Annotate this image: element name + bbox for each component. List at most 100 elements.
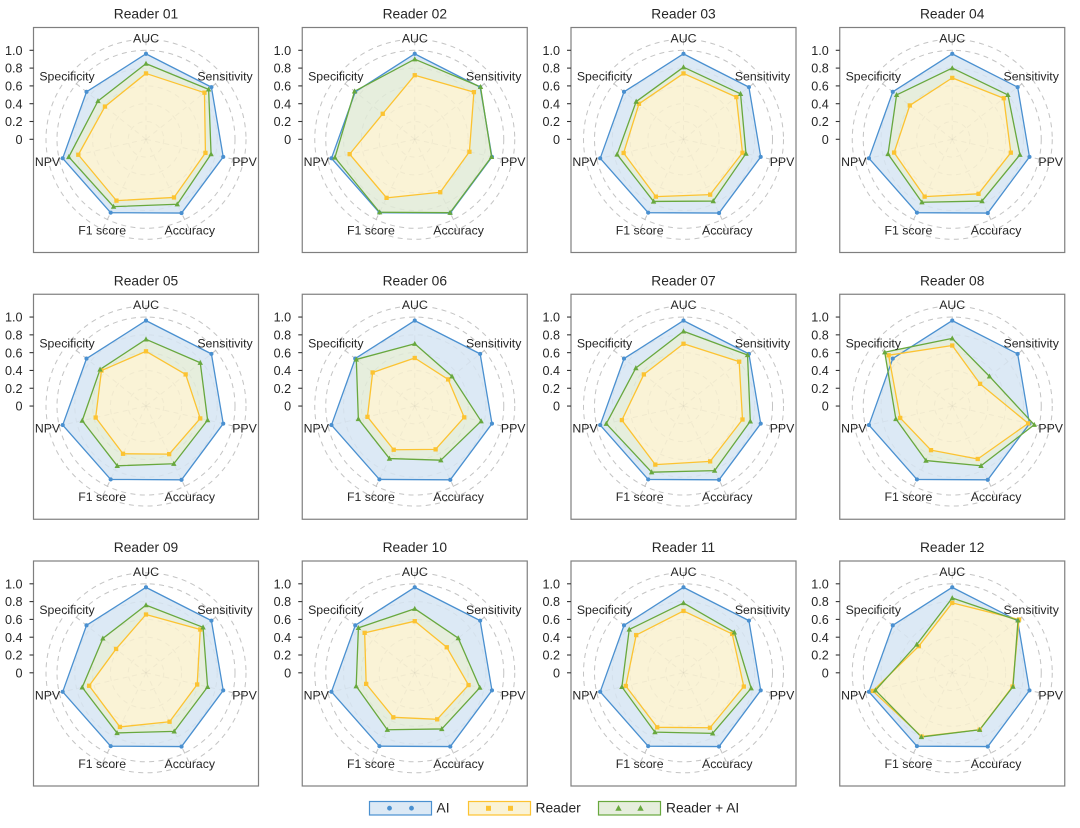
svg-text:Reader: Reader bbox=[536, 801, 582, 816]
svg-text:0.6: 0.6 bbox=[274, 613, 292, 627]
svg-text:0: 0 bbox=[553, 133, 560, 147]
svg-text:NPV: NPV bbox=[35, 155, 61, 169]
svg-text:0.6: 0.6 bbox=[274, 346, 292, 360]
svg-text:PPV: PPV bbox=[770, 155, 795, 169]
svg-text:AUC: AUC bbox=[671, 298, 697, 312]
svg-text:F1 score: F1 score bbox=[78, 224, 126, 238]
svg-text:Sensitivity: Sensitivity bbox=[197, 70, 253, 84]
svg-text:NPV: NPV bbox=[304, 422, 330, 436]
svg-text:F1 score: F1 score bbox=[347, 757, 395, 771]
svg-text:Reader 05: Reader 05 bbox=[114, 273, 179, 288]
svg-text:Reader 01: Reader 01 bbox=[114, 7, 178, 22]
svg-text:1.0: 1.0 bbox=[811, 44, 829, 58]
svg-text:0.2: 0.2 bbox=[542, 115, 560, 129]
svg-text:AUC: AUC bbox=[939, 298, 965, 312]
svg-text:0.2: 0.2 bbox=[542, 382, 560, 396]
svg-text:PPV: PPV bbox=[770, 422, 795, 436]
svg-text:0: 0 bbox=[553, 400, 560, 414]
svg-text:PPV: PPV bbox=[1038, 155, 1063, 169]
svg-text:0.2: 0.2 bbox=[274, 649, 292, 663]
svg-text:0.6: 0.6 bbox=[5, 346, 23, 360]
svg-text:0: 0 bbox=[15, 133, 22, 147]
svg-text:AUC: AUC bbox=[402, 32, 428, 46]
svg-text:0.2: 0.2 bbox=[542, 649, 560, 663]
svg-text:0.8: 0.8 bbox=[542, 329, 560, 343]
svg-text:0.2: 0.2 bbox=[274, 382, 292, 396]
svg-text:0.6: 0.6 bbox=[542, 80, 560, 94]
svg-text:0.4: 0.4 bbox=[542, 97, 560, 111]
svg-text:0.8: 0.8 bbox=[274, 595, 292, 609]
svg-text:NPV: NPV bbox=[841, 689, 867, 703]
svg-text:AUC: AUC bbox=[133, 298, 159, 312]
svg-text:0.4: 0.4 bbox=[5, 631, 23, 645]
svg-text:F1 score: F1 score bbox=[616, 757, 664, 771]
svg-text:0.8: 0.8 bbox=[274, 329, 292, 343]
svg-text:Sensitivity: Sensitivity bbox=[466, 603, 522, 617]
svg-text:Specificity: Specificity bbox=[308, 336, 364, 350]
svg-text:0.6: 0.6 bbox=[811, 613, 829, 627]
svg-text:F1 score: F1 score bbox=[78, 757, 126, 771]
svg-text:AUC: AUC bbox=[133, 32, 159, 46]
svg-text:0: 0 bbox=[822, 400, 829, 414]
svg-text:Specificity: Specificity bbox=[39, 70, 95, 84]
svg-text:0.8: 0.8 bbox=[811, 62, 829, 76]
svg-text:0: 0 bbox=[284, 400, 291, 414]
svg-text:Specificity: Specificity bbox=[39, 336, 95, 350]
svg-text:0.4: 0.4 bbox=[274, 364, 292, 378]
svg-text:0.6: 0.6 bbox=[5, 80, 23, 94]
svg-text:Sensitivity: Sensitivity bbox=[1004, 603, 1060, 617]
svg-text:Sensitivity: Sensitivity bbox=[197, 603, 253, 617]
svg-text:F1 score: F1 score bbox=[347, 490, 395, 504]
svg-text:F1 score: F1 score bbox=[884, 757, 932, 771]
svg-text:0: 0 bbox=[284, 133, 291, 147]
svg-text:Sensitivity: Sensitivity bbox=[1004, 70, 1060, 84]
svg-text:Accuracy: Accuracy bbox=[971, 224, 1022, 238]
svg-text:1.0: 1.0 bbox=[5, 311, 23, 325]
svg-text:AUC: AUC bbox=[939, 32, 965, 46]
svg-text:Reader 12: Reader 12 bbox=[920, 540, 984, 555]
svg-text:0.4: 0.4 bbox=[811, 631, 829, 645]
svg-text:NPV: NPV bbox=[35, 422, 61, 436]
svg-text:Reader 06: Reader 06 bbox=[383, 273, 448, 288]
svg-text:0.4: 0.4 bbox=[542, 364, 560, 378]
svg-text:AUC: AUC bbox=[133, 565, 159, 579]
svg-text:Specificity: Specificity bbox=[846, 336, 902, 350]
svg-text:1.0: 1.0 bbox=[274, 44, 292, 58]
svg-text:Sensitivity: Sensitivity bbox=[735, 70, 791, 84]
svg-text:0.8: 0.8 bbox=[5, 62, 23, 76]
svg-text:PPV: PPV bbox=[1038, 689, 1063, 703]
svg-text:0.4: 0.4 bbox=[811, 97, 829, 111]
svg-text:Accuracy: Accuracy bbox=[165, 224, 216, 238]
svg-text:Accuracy: Accuracy bbox=[433, 757, 484, 771]
svg-text:Reader 09: Reader 09 bbox=[114, 540, 179, 555]
svg-text:0.6: 0.6 bbox=[274, 80, 292, 94]
svg-text:F1 score: F1 score bbox=[616, 224, 664, 238]
svg-text:Sensitivity: Sensitivity bbox=[197, 336, 253, 350]
svg-text:0.2: 0.2 bbox=[5, 382, 23, 396]
svg-text:1.0: 1.0 bbox=[274, 311, 292, 325]
svg-text:0.4: 0.4 bbox=[5, 364, 23, 378]
svg-text:0.6: 0.6 bbox=[542, 613, 560, 627]
svg-text:AUC: AUC bbox=[671, 32, 697, 46]
svg-text:Accuracy: Accuracy bbox=[971, 490, 1022, 504]
svg-text:0.2: 0.2 bbox=[5, 649, 23, 663]
svg-text:Accuracy: Accuracy bbox=[971, 757, 1022, 771]
svg-text:PPV: PPV bbox=[501, 689, 526, 703]
svg-text:0.4: 0.4 bbox=[542, 631, 560, 645]
svg-text:NPV: NPV bbox=[572, 155, 598, 169]
svg-text:PPV: PPV bbox=[501, 155, 526, 169]
svg-text:F1 score: F1 score bbox=[347, 224, 395, 238]
svg-text:0.4: 0.4 bbox=[274, 631, 292, 645]
svg-text:Specificity: Specificity bbox=[308, 70, 364, 84]
svg-text:0: 0 bbox=[553, 666, 560, 680]
svg-text:Specificity: Specificity bbox=[577, 336, 633, 350]
svg-text:Reader 11: Reader 11 bbox=[652, 540, 715, 555]
svg-text:1.0: 1.0 bbox=[274, 577, 292, 591]
svg-text:Accuracy: Accuracy bbox=[165, 490, 216, 504]
svg-text:Sensitivity: Sensitivity bbox=[735, 336, 791, 350]
svg-text:AUC: AUC bbox=[402, 565, 428, 579]
svg-text:NPV: NPV bbox=[841, 155, 867, 169]
svg-text:0.8: 0.8 bbox=[542, 62, 560, 76]
svg-text:AUC: AUC bbox=[402, 298, 428, 312]
svg-text:0.2: 0.2 bbox=[5, 115, 23, 129]
